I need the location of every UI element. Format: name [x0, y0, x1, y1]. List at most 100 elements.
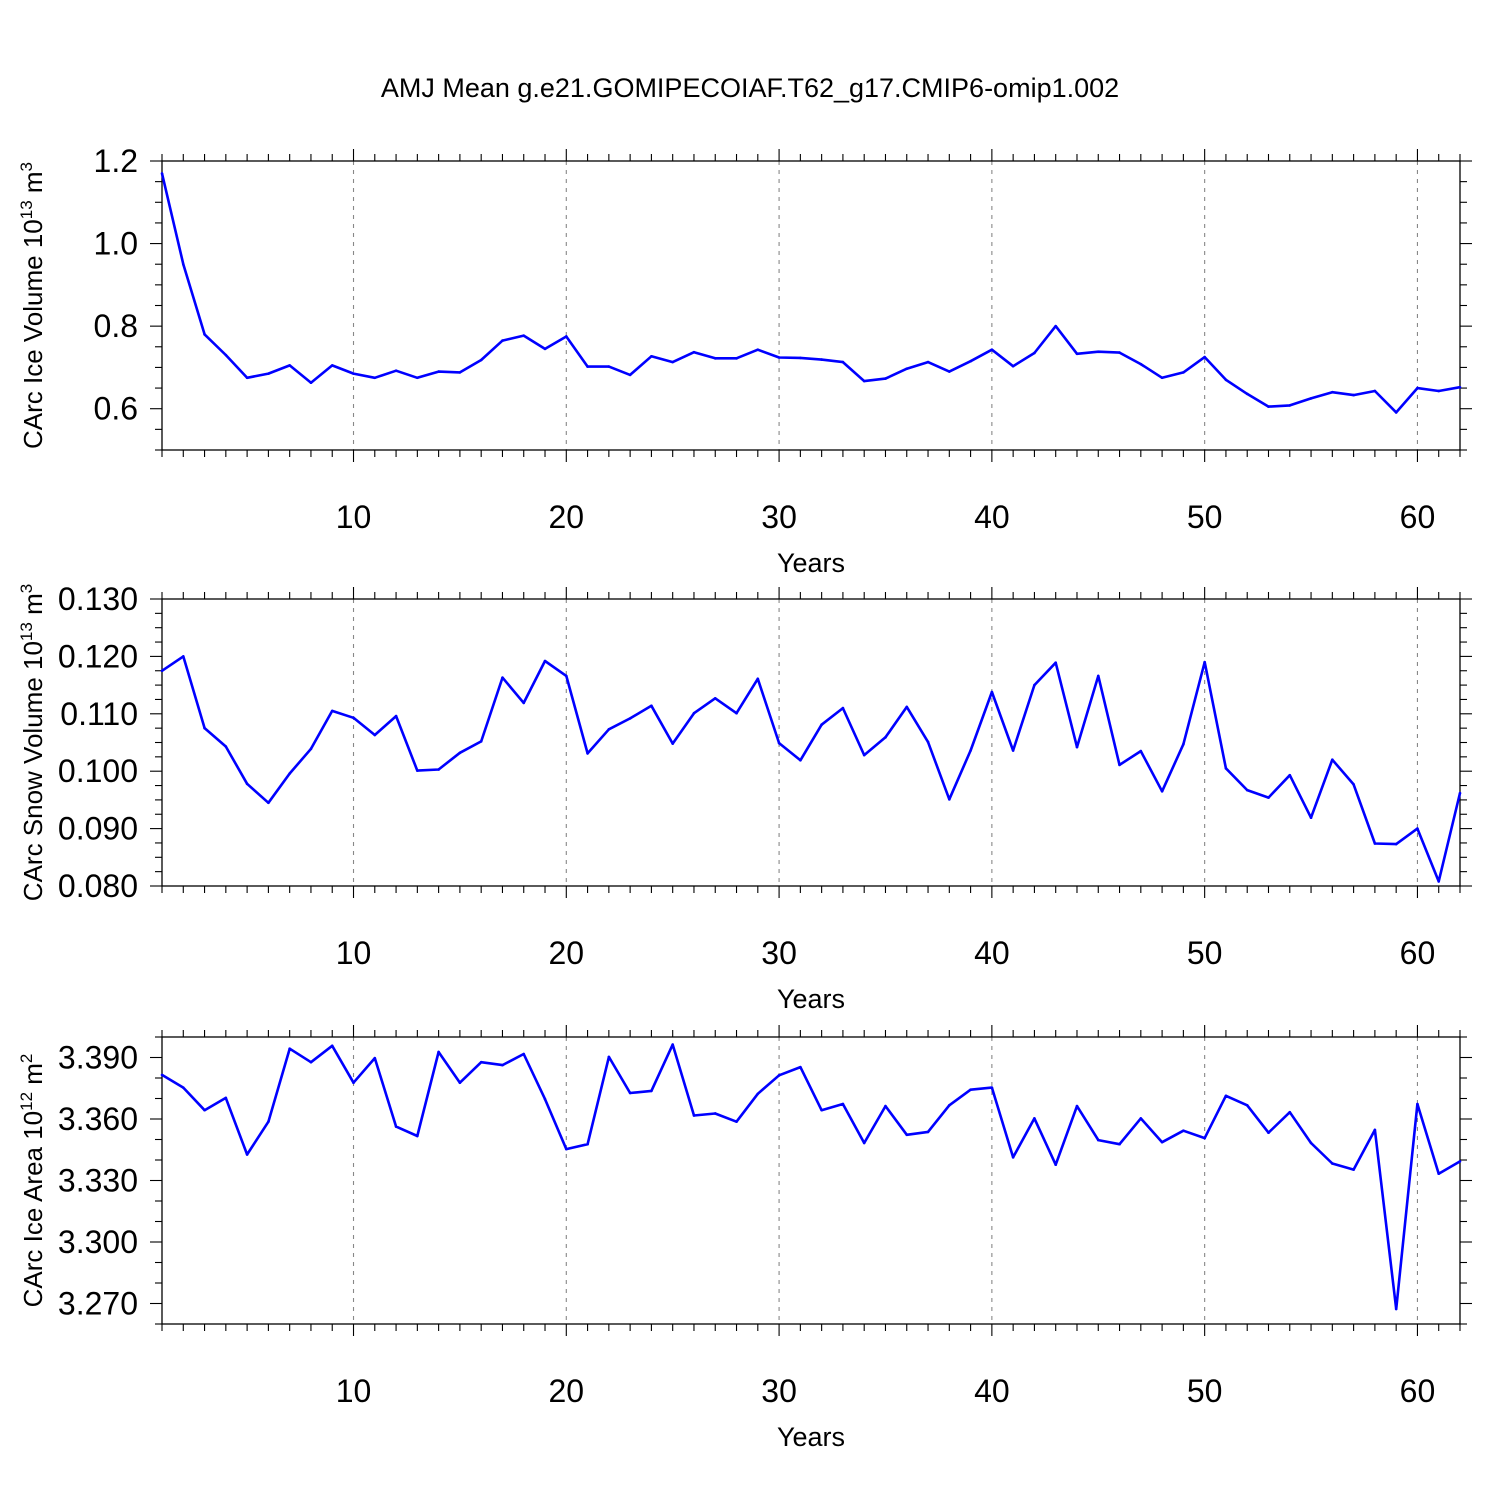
y-axis-label-superscript: 12: [17, 1092, 36, 1111]
y-axis-label-text: m: [18, 593, 48, 622]
x-tick-label: 10: [336, 935, 372, 971]
x-tick-label: 30: [761, 499, 797, 535]
data-point: [607, 1055, 611, 1059]
x-tick-label: 40: [974, 935, 1010, 971]
data-point: [1033, 683, 1036, 687]
data-point: [267, 372, 270, 375]
data-point: [1331, 758, 1334, 762]
x-tick-label: 30: [761, 1373, 797, 1409]
data-point: [330, 709, 334, 713]
x-tick-label: 20: [548, 499, 584, 535]
data-point: [1011, 1156, 1015, 1159]
x-tick-label: 50: [1187, 499, 1223, 535]
y-axis-label: CArc Ice Area 1012 m2: [17, 1054, 48, 1308]
data-point: [458, 1081, 462, 1085]
data-point: [1075, 1104, 1079, 1108]
data-point: [650, 354, 653, 358]
data-point: [1011, 364, 1015, 368]
data-point: [1394, 842, 1398, 846]
data-point: [479, 1060, 483, 1064]
data-point: [394, 714, 398, 718]
data-point: [352, 716, 355, 720]
x-axis-label: Years: [777, 1422, 845, 1452]
y-axis-label-superscript: 3: [17, 584, 36, 593]
data-point: [1203, 1136, 1206, 1140]
data-point: [948, 1103, 951, 1107]
data-point: [1160, 1140, 1164, 1144]
data-point: [756, 677, 760, 681]
data-point: [160, 669, 164, 673]
y-axis-label-superscript: 13: [17, 622, 36, 641]
data-point: [777, 741, 781, 745]
data-point: [671, 1043, 674, 1046]
data-point: [1033, 1117, 1036, 1120]
data-point: [181, 655, 185, 658]
data-point: [1075, 352, 1079, 356]
data-point: [245, 376, 249, 380]
data-point: [288, 772, 291, 775]
y-tick-label: 0.090: [58, 811, 138, 847]
data-point: [1458, 1160, 1462, 1163]
y-axis-label-superscript: 13: [17, 200, 36, 219]
y-axis-label-text: CArc Ice Volume 10: [18, 219, 48, 449]
data-point: [543, 1097, 547, 1101]
x-tick-label: 50: [1187, 1373, 1223, 1409]
y-tick-label: 0.130: [58, 581, 138, 617]
data-point: [586, 752, 589, 755]
data-point: [267, 1120, 270, 1123]
data-point: [862, 753, 866, 757]
data-point: [309, 381, 313, 385]
data-point: [1309, 816, 1313, 819]
data-point: [501, 339, 504, 342]
data-point: [735, 1120, 738, 1123]
data-point: [1011, 749, 1015, 752]
data-point: [777, 1074, 781, 1077]
x-tick-label: 40: [974, 499, 1010, 535]
data-point: [1182, 742, 1185, 746]
data-point: [1203, 355, 1206, 359]
data-point: [926, 1130, 930, 1134]
data-point: [373, 733, 377, 737]
data-point: [1458, 385, 1462, 389]
data-point: [1394, 411, 1398, 414]
data-point: [607, 727, 611, 731]
data-point: [203, 1108, 206, 1112]
data-point: [330, 364, 334, 367]
data-point: [1224, 1094, 1228, 1098]
data-point: [628, 373, 632, 377]
data-point: [586, 365, 589, 368]
data-point: [373, 376, 377, 380]
data-point: [1416, 827, 1419, 830]
y-axis-label-superscript: 2: [17, 1054, 36, 1063]
data-point: [1139, 362, 1143, 366]
data-point: [990, 1086, 994, 1089]
data-point: [352, 372, 355, 375]
data-point: [905, 1133, 909, 1137]
data-point: [820, 358, 823, 361]
data-point: [905, 705, 909, 709]
data-point: [926, 360, 930, 364]
data-point: [458, 371, 462, 374]
data-point: [1245, 392, 1249, 396]
series-line: [161, 1043, 1461, 1311]
data-point: [671, 360, 674, 364]
data-point: [543, 659, 547, 663]
data-point: [862, 1141, 866, 1145]
data-point: [692, 711, 696, 715]
y-axis-label: CArc Snow Volume 1013 m3: [17, 584, 48, 901]
data-point: [1437, 1172, 1441, 1176]
y-tick-label: 0.8: [94, 308, 138, 344]
y-tick-label: 3.390: [58, 1040, 138, 1076]
data-point: [1288, 773, 1292, 777]
panel-1: 10 20 30 40 50 60 0.6 0.8 1.0 1.2 Years CArc Ice Vo…: [17, 143, 1472, 578]
data-point: [1139, 749, 1143, 753]
data-point: [1416, 386, 1419, 390]
data-point: [777, 356, 781, 359]
data-point: [1267, 796, 1270, 799]
data-point: [884, 736, 887, 739]
data-point: [203, 333, 206, 336]
data-point: [437, 370, 440, 373]
data-point: [1352, 393, 1355, 397]
y-tick-label: 0.6: [94, 391, 138, 427]
data-point: [650, 704, 653, 708]
